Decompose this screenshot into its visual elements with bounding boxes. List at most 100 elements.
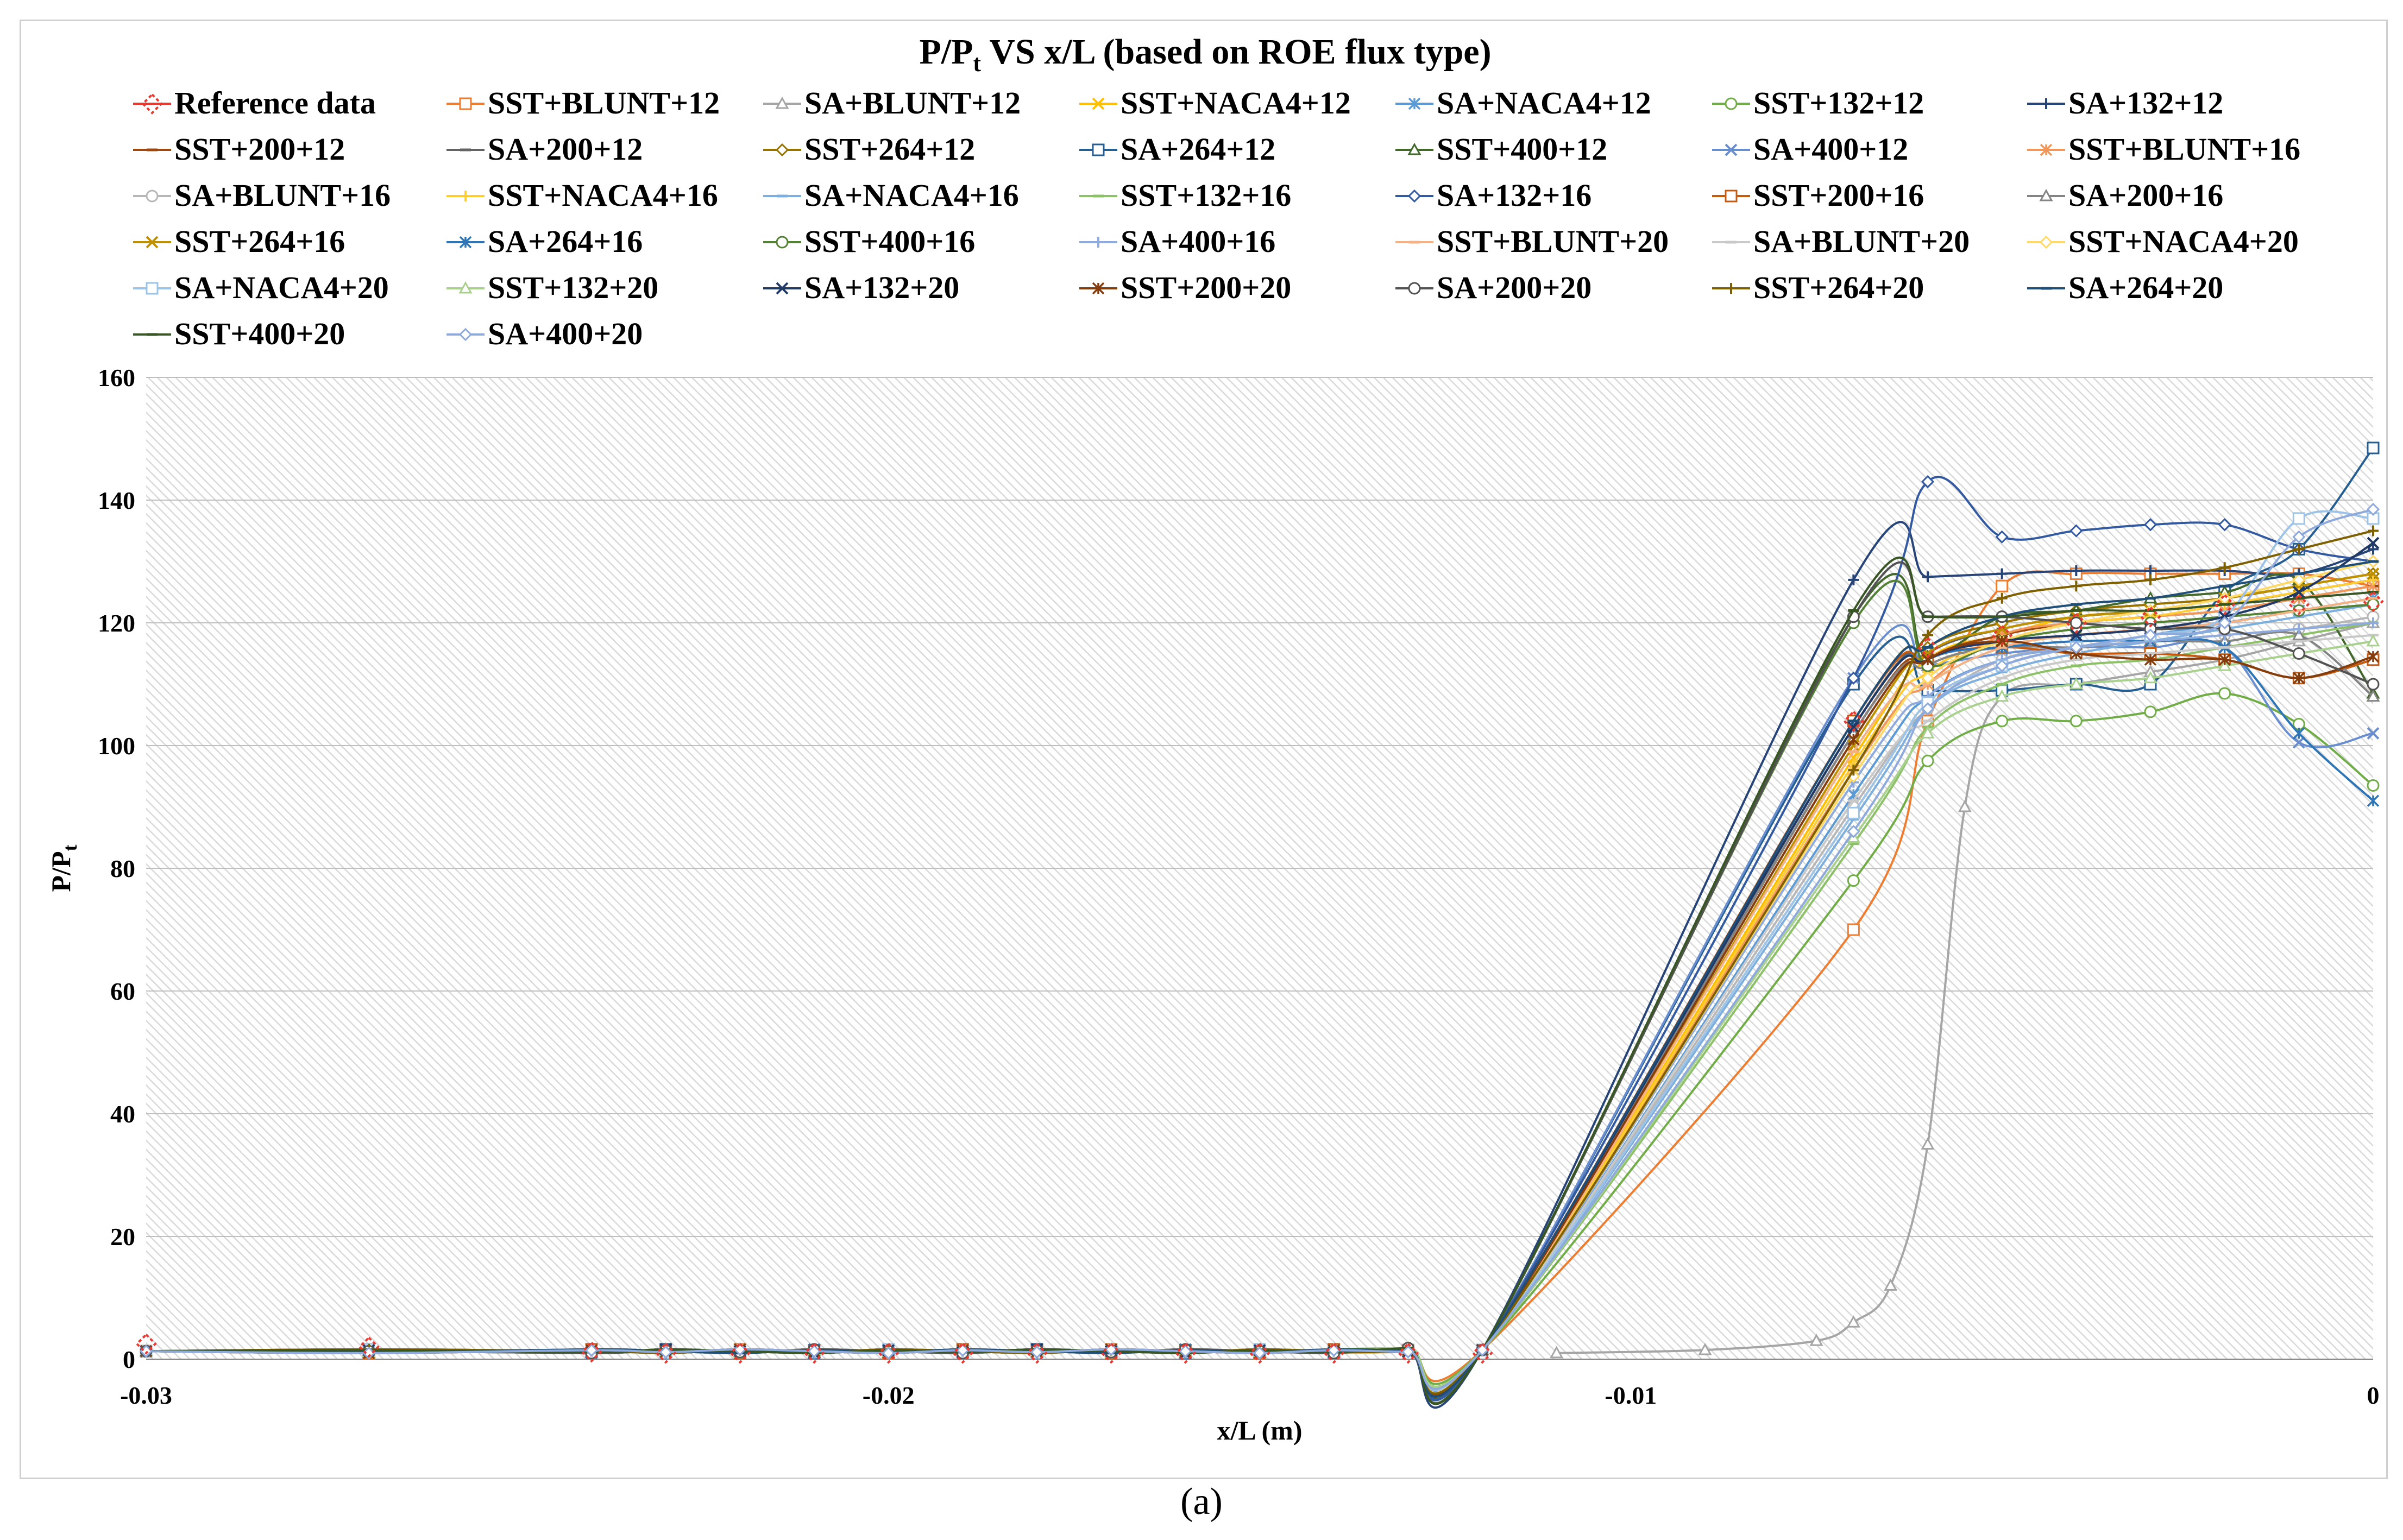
legend-item-sa-264-20: SA+264+20 [2027,270,2223,305]
data-point [135,1333,157,1355]
data-point [2367,441,2380,455]
x-axis-ticks: -0.03 -0.02 -0.01 0 [120,1381,2379,1409]
data-point [1397,1342,1419,1364]
legend-item-sst-264-16: SST+264+16 [133,224,345,259]
legend-label: SA+NACA4+16 [804,178,1019,213]
data-point [2293,727,2305,740]
chart-frame: P/Pt VS x/L (based on ROE flux type) Ref… [20,20,2388,1479]
chart-svg: P/Pt VS x/L (based on ROE flux type) Ref… [46,32,2384,1446]
legend-swatch-marker [459,236,472,249]
data-point [1884,1278,1898,1291]
data-point [2069,715,2083,728]
legend-label: SA+NACA4+12 [1437,85,1651,121]
data-point [2069,641,2083,654]
series-layer [135,441,2384,1409]
data-point [807,1345,821,1358]
legend-item-sa-blunt-20: SA+BLUNT+20 [1712,224,1970,259]
data-point [2219,562,2230,573]
data-point [882,1346,895,1360]
data-point [803,1342,825,1364]
data-point [584,1343,599,1357]
legend-label: SA+BLUNT+12 [804,85,1021,121]
data-point [1847,671,1860,685]
data-point [1847,806,1860,819]
data-point [2368,617,2379,628]
y-axis-label: P/Pt [46,845,81,892]
data-point [1995,689,2009,702]
data-point [655,1342,677,1364]
chart-title: P/Pt VS x/L (based on ROE flux type) [919,32,1491,77]
legend-swatch-marker [459,97,472,110]
data-point [2367,727,2380,740]
legend-label: SST+200+20 [1121,270,1291,305]
data-point [1253,1346,1267,1360]
data-point [358,1336,380,1358]
data-point [2218,653,2231,666]
data-point [1847,733,1860,746]
legend-item-sa-naca4-20: SA+NACA4+20 [133,270,389,305]
legend-label: SA+264+16 [488,224,643,259]
data-point [1921,726,1935,739]
data-point [2145,574,2156,585]
y-tick-label: 140 [98,487,135,514]
legend-item-sa-blunt-16: SA+BLUNT+16 [133,178,391,213]
legend-label: SST+132+20 [488,270,658,305]
data-point [2368,525,2379,537]
legend-label: SA+132+16 [1437,178,1591,213]
legend-swatch-marker [2041,98,2052,109]
legend-swatch-marker [776,282,789,295]
data-point [2143,671,2157,684]
x-tick-label: -0.02 [863,1381,915,1409]
data-point [1848,765,1859,776]
data-point [2143,518,2157,532]
data-point [1471,1342,1493,1364]
legend-item-sst-naca4-16: SST+NACA4+16 [446,178,718,213]
data-point [1249,1342,1270,1364]
data-point [1958,799,1972,812]
legend-item-sst-132-16: SST+132+16 [1079,178,1291,213]
y-tick-label: 160 [98,364,135,392]
data-point [2292,586,2305,598]
data-point [2362,590,2384,613]
data-point [1996,568,2008,579]
data-point [2069,524,2083,538]
legend-label: SST+400+20 [174,316,345,351]
data-point [729,1342,751,1364]
data-point [2293,672,2305,684]
data-point [1995,530,2009,544]
data-point [1323,1342,1345,1364]
data-point [2292,628,2306,641]
legend-label: SST+132+16 [1121,178,1291,213]
legend-item-sst-200-12: SST+200+12 [133,131,345,167]
data-point [2367,567,2380,580]
legend-label: SA+264+12 [1121,131,1275,167]
legend-swatch-marker [1726,283,1737,294]
legend-label: SA+132+20 [804,270,959,305]
legend-item-sa-200-12: SA+200+12 [446,131,643,167]
legend-swatch-marker [1725,97,1738,110]
legend-label: SST+BLUNT+16 [2068,131,2300,167]
data-point [1995,659,2009,673]
legend-label: SST+132+12 [1753,85,1924,121]
legend-label: SST+400+16 [804,224,975,259]
data-point [1030,1345,1044,1359]
data-point [1847,923,1860,936]
data-point [2366,689,2380,702]
legend-item-sst-132-12: SST+132+12 [1712,85,1924,121]
data-point [2144,653,2157,666]
legend-swatch-marker [458,281,473,294]
legend-item-sst-blunt-12: SST+BLUNT+12 [446,85,720,121]
legend-swatch-marker [146,282,159,295]
data-point [2288,594,2310,615]
data-point [2218,518,2231,532]
legend-swatch-marker [1407,142,1421,155]
legend-label: SST+NACA4+16 [488,178,718,213]
legend-item-sst-naca4-12: SST+NACA4+12 [1079,85,1351,121]
legend-label: SST+NACA4+12 [1121,85,1351,121]
legend-label: SA+400+16 [1121,224,1275,259]
legend-item-sa-264-12: SA+264+12 [1079,131,1275,167]
legend-swatch-marker [141,93,163,115]
legend-label: SST+264+20 [1753,270,1924,305]
data-point [1996,622,2009,635]
legend-swatch-marker [2040,143,2053,156]
